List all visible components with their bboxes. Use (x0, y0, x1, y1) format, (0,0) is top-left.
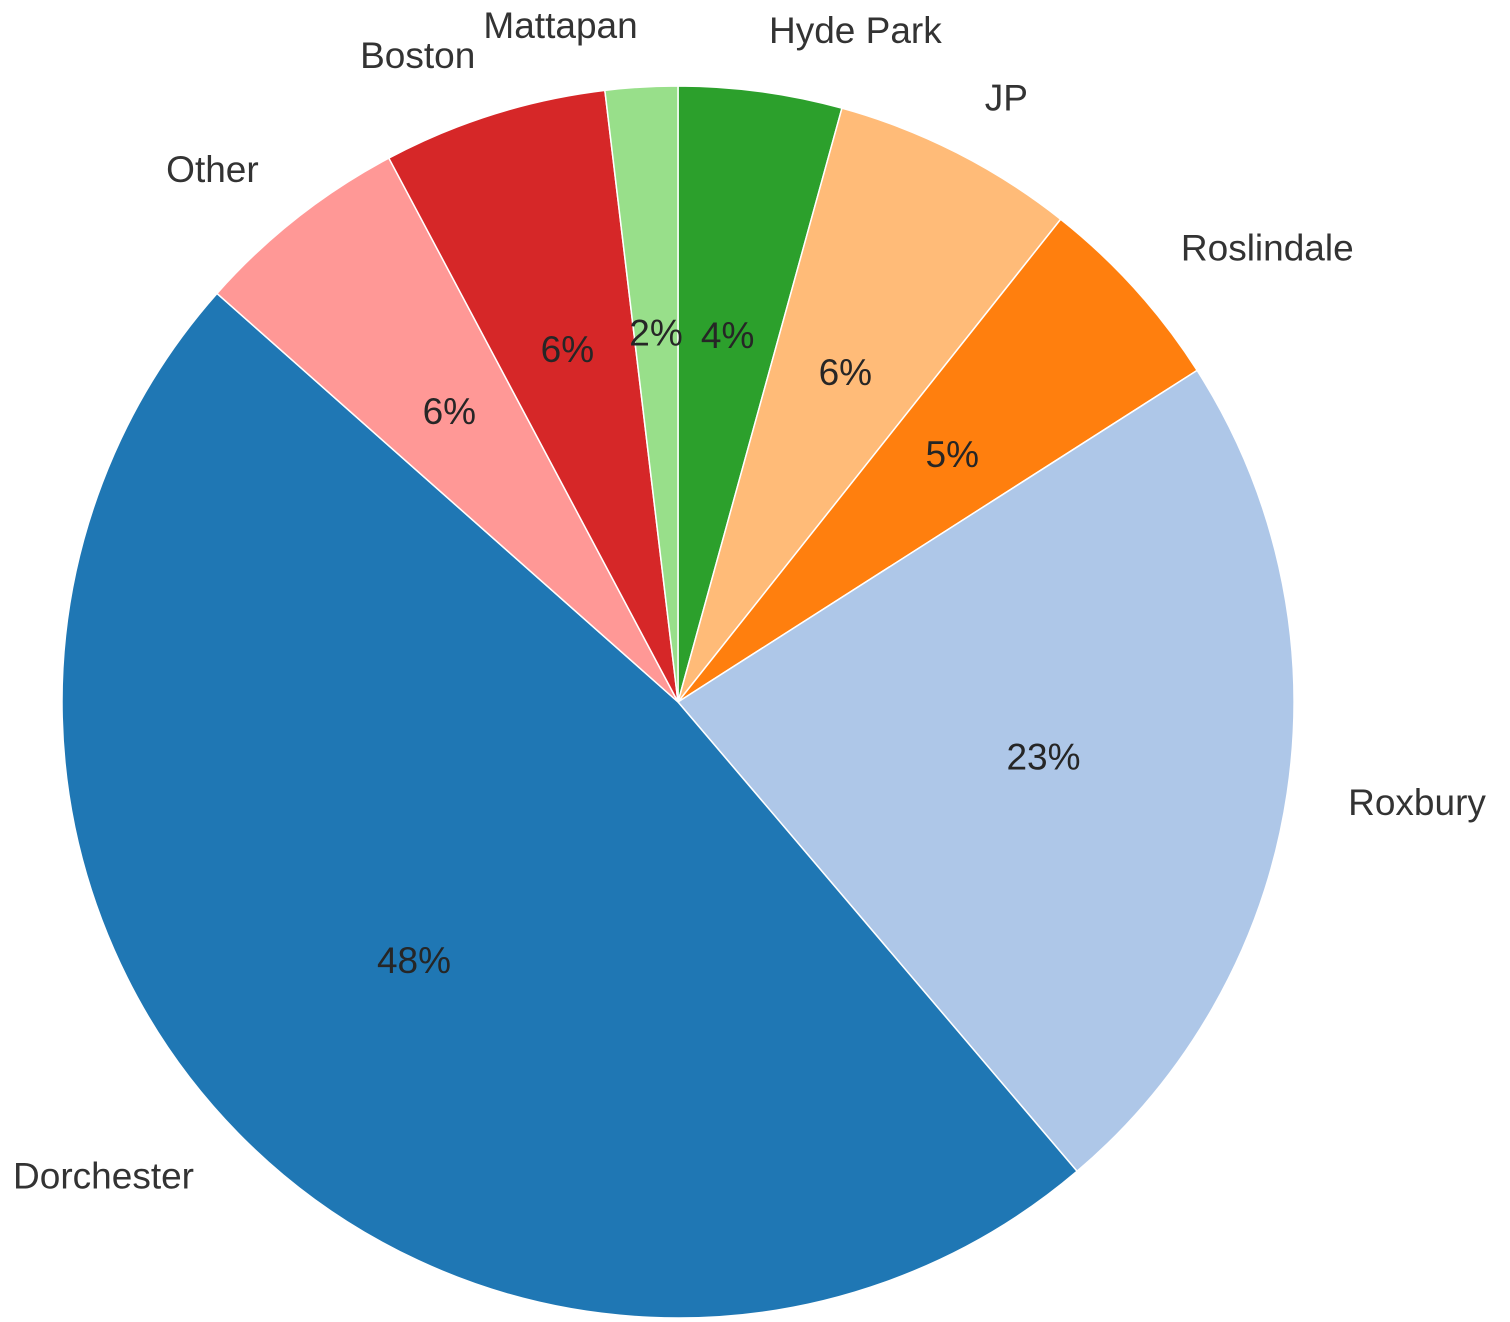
pie-percent-label-jp: 6% (819, 352, 872, 393)
pie-slice-dorchester (61, 292, 1079, 1319)
pie-slice-roxbury (676, 369, 1295, 1173)
pie-category-label-boston: Boston (360, 35, 475, 76)
pie-category-label-roslindale: Roslindale (1181, 227, 1354, 268)
slices-layer (61, 85, 1295, 1319)
pie-percent-label-boston: 6% (541, 329, 594, 370)
pie-percent-label-hyde-park: 4% (701, 315, 754, 356)
pie-category-label-dorchester: Dorchester (13, 1156, 194, 1197)
pie-slice-hyde-park (677, 85, 843, 703)
pie-slice-boston (387, 89, 679, 703)
pie-percent-label-roslindale: 5% (926, 434, 979, 475)
pie-category-label-roxbury: Roxbury (1348, 782, 1486, 823)
category-labels-layer: Hyde Park JP Roslindale Roxbury Dorchester Ot… (13, 5, 1486, 1197)
pie-percent-label-other: 6% (423, 391, 476, 432)
pie-category-label-hyde-park: Hyde Park (769, 10, 942, 51)
pie-slice-roslindale (677, 218, 1199, 703)
pie-slice-other (215, 157, 679, 703)
pie-percent-label-dorchester: 48% (377, 940, 451, 981)
percent-labels-layer: 4% 6% 5% 23% 48% 6% 6% 2% (377, 313, 1081, 982)
pie-category-label-mattapan: Mattapan (483, 5, 637, 46)
pie-percent-label-mattapan: 2% (629, 313, 682, 354)
pie-percent-label-roxbury: 23% (1006, 736, 1080, 777)
pie-category-label-jp: JP (985, 77, 1028, 118)
pie-category-label-other: Other (166, 149, 259, 190)
pie-slice-mattapan (604, 85, 679, 703)
pie-slice-jp (677, 107, 1062, 703)
